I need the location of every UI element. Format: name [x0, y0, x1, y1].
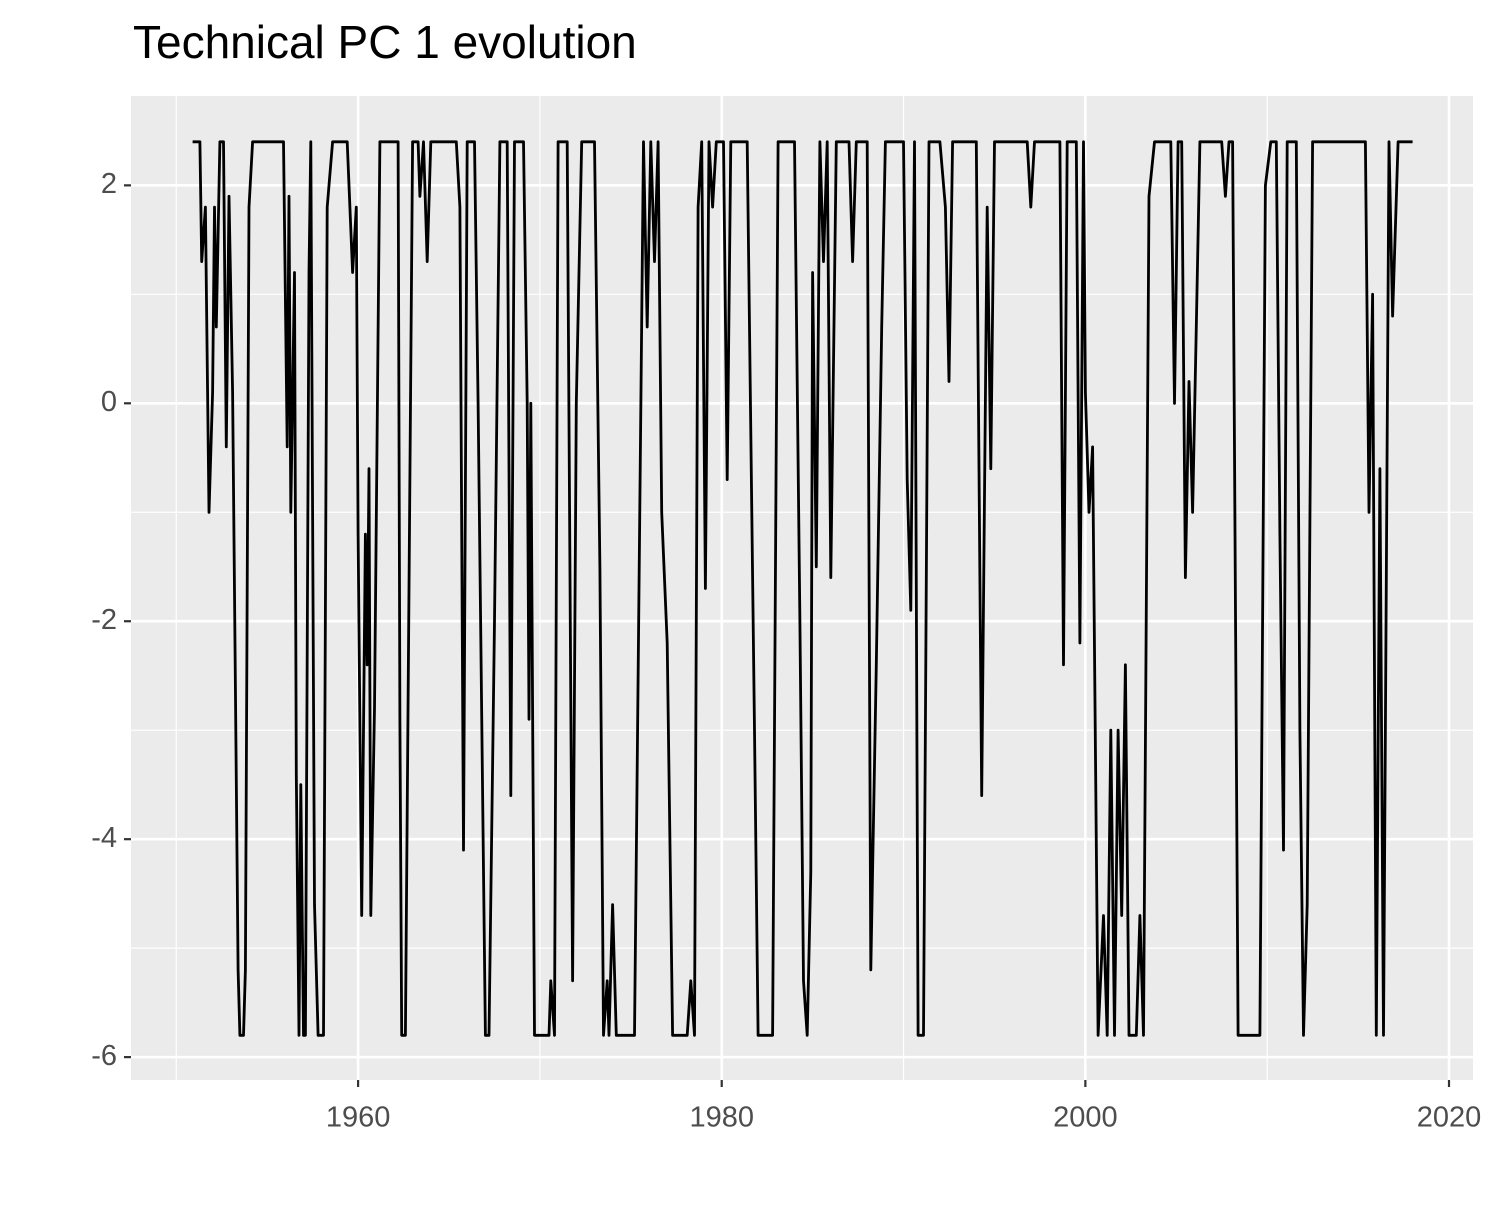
y-tick-label: -4 [91, 822, 117, 854]
y-tick-label: 0 [101, 386, 117, 418]
x-tick-label: 1960 [326, 1102, 391, 1134]
x-tick-label: 2020 [1417, 1102, 1482, 1134]
x-tick-label: 2000 [1053, 1102, 1118, 1134]
y-tick-label: -6 [91, 1040, 117, 1072]
chart-title: Technical PC 1 evolution [133, 16, 637, 68]
x-tick-label: 1980 [689, 1102, 754, 1134]
y-tick-label: -2 [91, 604, 117, 636]
y-tick-label: 2 [101, 168, 117, 200]
data-line [192, 140, 1413, 1037]
